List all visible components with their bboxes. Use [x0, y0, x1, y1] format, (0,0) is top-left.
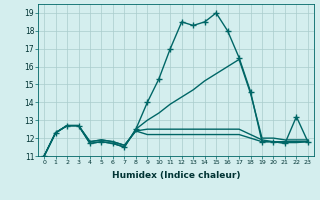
- X-axis label: Humidex (Indice chaleur): Humidex (Indice chaleur): [112, 171, 240, 180]
